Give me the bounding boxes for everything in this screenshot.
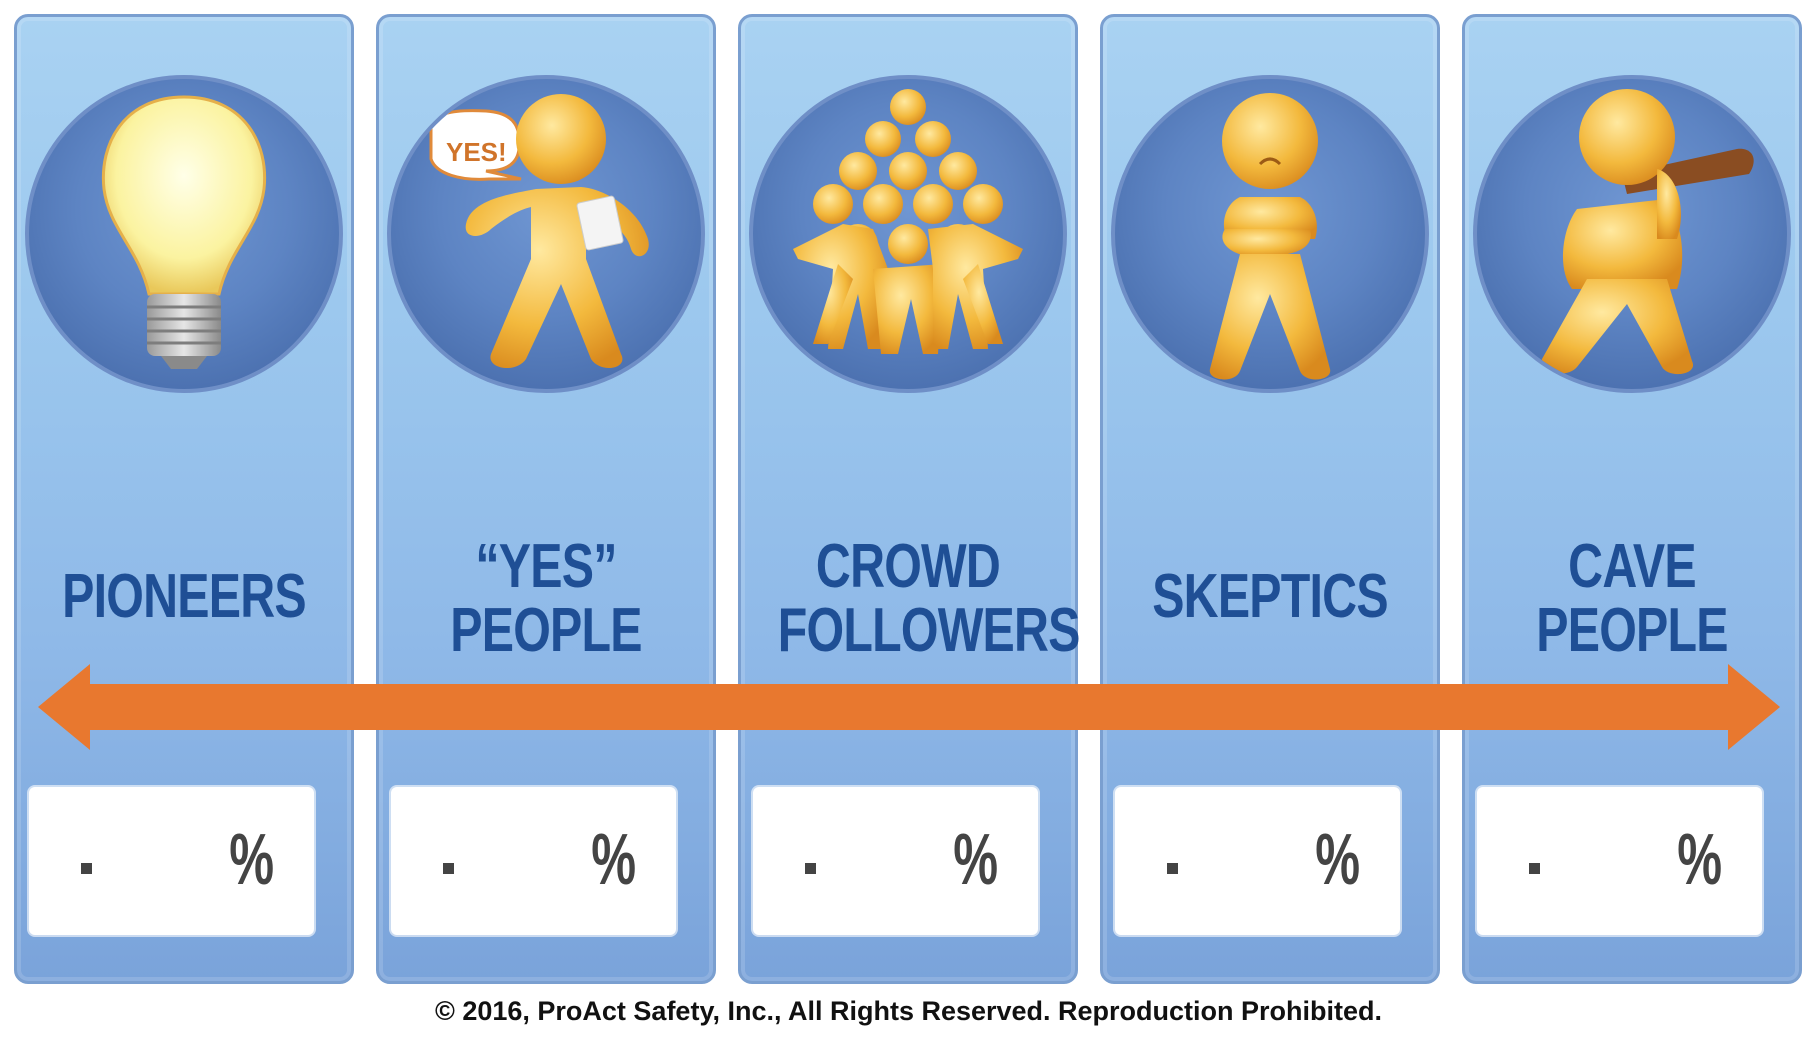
caveman-icon <box>1473 75 1791 393</box>
column-crowd-followers: CROWD FOLLOWERS . % <box>738 14 1081 984</box>
percentage-box-pioneers[interactable]: . % <box>29 787 314 935</box>
percent-sign: % <box>953 820 998 900</box>
label-pioneers: PIONEERS <box>62 562 306 631</box>
percentage-box-skeptics[interactable]: . % <box>1115 787 1400 935</box>
double-headed-arrow-icon <box>38 664 1780 750</box>
label-cave-people: CAVE PEOPLE <box>1536 532 1728 665</box>
label-skeptics: SKEPTICS <box>1152 562 1388 631</box>
label-yes-people: “YES” PEOPLE <box>450 532 642 665</box>
yes-person-icon: YES! <box>387 75 705 393</box>
percent-sign: % <box>591 820 636 900</box>
label-crowd-followers: CROWD FOLLOWERS <box>777 532 1081 665</box>
value-cave-people: . <box>1529 863 1540 874</box>
percent-sign: % <box>1315 820 1360 900</box>
percentage-box-yes-people[interactable]: . % <box>391 787 676 935</box>
lightbulb-icon <box>25 75 343 393</box>
value-yes-people: . <box>443 863 454 874</box>
percentage-box-crowd-followers[interactable]: . % <box>753 787 1038 935</box>
column-cave-people: CAVE PEOPLE . % <box>1462 14 1802 984</box>
yes-speech-bubble: YES! <box>446 137 507 167</box>
column-yes-people: YES! “YES” PEOPLE . % <box>376 14 716 984</box>
percentage-box-cave-people[interactable]: . % <box>1477 787 1762 935</box>
copyright-footer: © 2016, ProAct Safety, Inc., All Rights … <box>434 996 1383 1026</box>
percent-sign: % <box>229 820 274 900</box>
column-skeptics: SKEPTICS . % <box>1100 14 1440 984</box>
crowd-pyramid-icon <box>749 75 1067 393</box>
value-crowd-followers: . <box>805 863 816 874</box>
value-pioneers: . <box>81 863 92 874</box>
value-skeptics: . <box>1167 863 1178 874</box>
percent-sign: % <box>1677 820 1722 900</box>
column-pioneers: PIONEERS . % <box>14 14 354 984</box>
skeptic-person-icon <box>1111 75 1429 393</box>
